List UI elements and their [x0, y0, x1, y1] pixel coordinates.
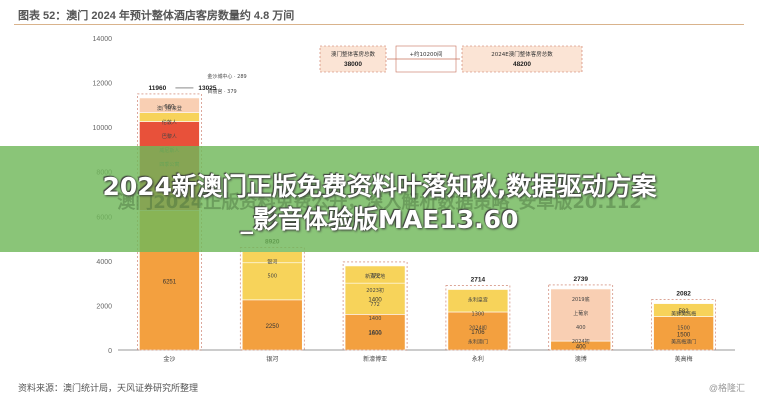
bar-note: 772: [370, 302, 380, 308]
bar-outline: [548, 284, 614, 351]
bar-note: 美高梅澳门: [671, 339, 696, 346]
bar-segment: [241, 299, 303, 351]
bar-note: 2019底: [572, 296, 590, 303]
promo-banner: [0, 146, 759, 252]
x-tick-label: 永利: [472, 355, 484, 363]
bar-segment: [241, 262, 303, 301]
bar-note: 500: [267, 274, 277, 280]
bar-note: 1500: [677, 326, 690, 332]
bar-target-label: 2082: [676, 291, 691, 298]
bar-side-note: 百丽宫 · 379: [207, 88, 236, 95]
bar-note: 1400: [369, 316, 382, 322]
bar-segment: [447, 289, 509, 313]
banner-title-line-1: 2024新澳门正版免费资料叶落知秋,数据驱动方案: [102, 172, 657, 201]
summary-box-label: 澳门整体客房总数: [331, 50, 376, 58]
bar-note: 2023初: [366, 287, 384, 294]
bar-note: 新濠天地: [365, 273, 385, 280]
bar-segment-label: 1400: [368, 298, 382, 304]
banner-title: 2024新澳门正版免费资料叶落知秋,数据驱动方案 _影音体验版MAE13.60: [0, 170, 759, 236]
bar-total-label: 11960: [149, 85, 167, 92]
bar-note: 1600: [369, 330, 382, 336]
bar-target-label: 2739: [574, 276, 589, 283]
bar-note: 澳门喜来登: [157, 105, 182, 112]
bar-segment-label: 1706: [471, 330, 485, 336]
source-note: 资料来源：澳门统计局，天风证券研究所整理: [18, 383, 199, 393]
bar-note: 永利皇宫: [468, 297, 488, 304]
bar-segment: [550, 288, 612, 342]
y-tick-label: 2000: [96, 303, 112, 310]
bar-note: 400: [576, 325, 586, 331]
bar-segment: [344, 314, 406, 351]
summary-box-value: 38000: [344, 61, 362, 68]
bar-segment-label: 2250: [266, 324, 280, 330]
bar-side-note: 金沙城中心 · 289: [207, 73, 246, 80]
bar-note: 永利澳门: [468, 339, 488, 346]
bar-segment-label: 1600: [368, 331, 382, 337]
bar-outline: [445, 285, 511, 351]
bar-segment: [653, 316, 714, 351]
x-tick-label: 美高梅: [675, 355, 693, 363]
title-divider: [14, 24, 744, 25]
banner-shadow-text: 澳门2024正版资料免费公开，深入解析数据策略_安卓版20.112: [117, 192, 642, 213]
watermark: @格隆汇: [708, 383, 745, 393]
bar-note: 1300: [472, 312, 485, 318]
bar-segment-label: 582: [679, 309, 690, 315]
summary-box-label: +约10200间: [409, 50, 442, 58]
bar-segment: [447, 311, 509, 351]
bar-segment-label: 772: [370, 274, 381, 280]
bar-outline: [342, 261, 408, 351]
bar-target-label: 2714: [471, 277, 486, 284]
bar-note: 伦敦人: [162, 119, 177, 126]
figure-title: 图表 52：澳门 2024 年预计整体酒店客房数量约 4.8 万间: [18, 10, 295, 22]
banner-title-line-2: _影音体验版MAE13.60: [240, 205, 519, 234]
bar-outline: [651, 299, 716, 351]
x-tick-label: 澳博: [575, 355, 587, 363]
bar-note: 美狮美高梅: [671, 311, 696, 318]
x-tick-label: 银河: [266, 355, 278, 363]
x-tick-label: 新濠博亚: [363, 355, 387, 363]
summary-box: [461, 45, 583, 73]
bar-segment: [139, 97, 200, 113]
bar-target-label: 13025: [198, 85, 216, 92]
bar-note: 上葡京: [573, 310, 588, 317]
y-tick-label: 0: [108, 348, 112, 355]
bar-segment: [344, 265, 406, 284]
summary-box-value: 48200: [513, 61, 531, 68]
y-tick-label: 12000: [93, 81, 113, 88]
summary-box-label: 2024E澳门整体客房总数: [491, 50, 553, 58]
bar-segment: [653, 303, 714, 317]
bar-note: 2024初: [469, 325, 487, 332]
bar-segment-label: 6251: [163, 279, 177, 285]
x-tick-label: 金沙: [163, 355, 175, 363]
bar-segment-label: 660: [164, 104, 175, 110]
bar-note: 2024初: [572, 338, 590, 345]
bar-segment: [344, 282, 406, 315]
summary-box: [319, 45, 387, 73]
y-tick-label: 10000: [93, 125, 113, 132]
y-tick-label: 14000: [93, 36, 113, 43]
y-tick-label: 4000: [96, 259, 112, 266]
bar-segment-label: 400: [576, 345, 587, 351]
bar-note: 巴黎人: [162, 133, 177, 140]
bar-segment-label: 1500: [677, 332, 691, 338]
bar-note: 银河: [267, 259, 277, 266]
